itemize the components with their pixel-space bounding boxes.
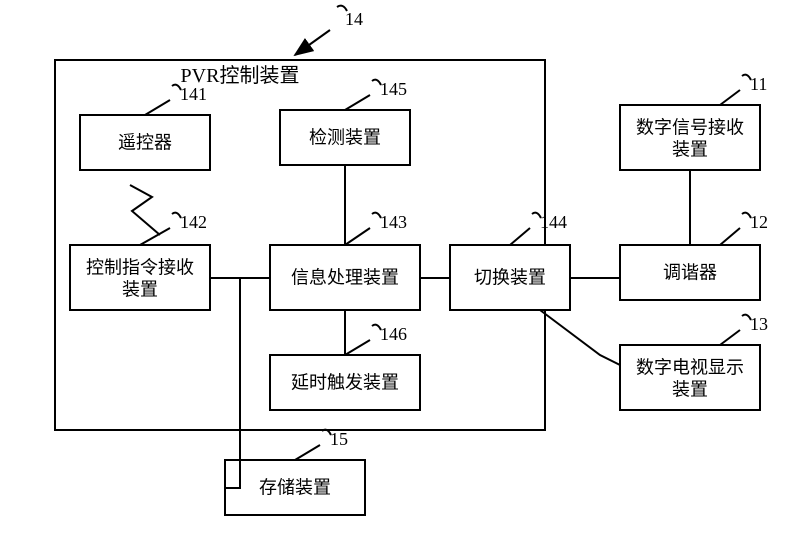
ref-hook-14 [337, 6, 347, 11]
ref-arrow-14 [295, 30, 330, 55]
node-label-n13-1: 数字电视显示 [636, 358, 744, 378]
diagram-canvas: PVR控制装置14遥控器141检测装置145控制指令接收装置142信息处理装置1… [0, 0, 800, 537]
ref-n146: 146 [380, 324, 407, 344]
ref-lead-n13 [720, 330, 740, 345]
node-n15: 存储装置 15 [225, 429, 365, 515]
ref-n145: 145 [380, 79, 407, 99]
ref-n144: 144 [540, 212, 567, 232]
ref-n13: 13 [750, 314, 768, 334]
node-n145: 检测装置 145 [280, 79, 410, 165]
ref-n143: 143 [380, 212, 407, 232]
ref-lead-n141 [145, 100, 170, 115]
node-n142: 控制指令接收装置 142 [70, 212, 210, 310]
node-label-n141: 遥控器 [118, 133, 172, 153]
ref-lead-n11 [720, 90, 740, 105]
ref-n142: 142 [180, 212, 207, 232]
node-n12: 调谐器 12 [620, 212, 768, 300]
node-label-n143: 信息处理装置 [291, 268, 399, 288]
ref-n11: 11 [750, 74, 767, 94]
ref-lead-n143 [345, 228, 370, 245]
node-label-n11-2: 装置 [672, 140, 708, 160]
ref-14: 14 [345, 9, 363, 29]
ref-lead-n12 [720, 228, 740, 245]
node-label-n142-1: 控制指令接收 [86, 258, 194, 278]
ref-n141: 141 [180, 84, 207, 104]
ref-lead-n145 [345, 95, 370, 110]
node-n144: 切换装置 144 [450, 212, 570, 310]
ref-n12: 12 [750, 212, 768, 232]
node-n13: 数字电视显示装置 13 [620, 314, 768, 410]
node-n141: 遥控器 141 [80, 84, 210, 170]
node-label-n11-1: 数字信号接收 [636, 118, 744, 138]
node-n11: 数字信号接收装置 11 [620, 74, 767, 170]
node-label-n15: 存储装置 [259, 478, 331, 498]
ref-n15: 15 [330, 429, 348, 449]
node-label-n146: 延时触发装置 [291, 373, 399, 393]
ref-lead-n144 [510, 228, 530, 245]
wireless-link [130, 185, 160, 235]
node-label-n145: 检测装置 [309, 128, 381, 148]
ref-lead-n15 [295, 445, 320, 460]
edge-6 [540, 310, 620, 365]
node-label-n13-2: 装置 [672, 380, 708, 400]
edge-7 [225, 278, 240, 488]
node-label-n142-2: 装置 [122, 280, 158, 300]
node-label-n144: 切换装置 [474, 268, 546, 288]
ref-lead-n146 [345, 340, 370, 355]
node-label-n12: 调谐器 [663, 263, 717, 283]
